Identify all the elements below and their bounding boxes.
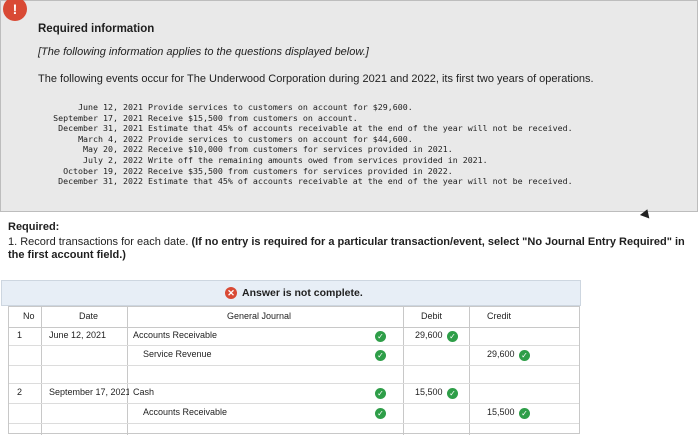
check-icon: ✓ xyxy=(375,331,386,342)
account-select[interactable]: Accounts Receivable xyxy=(143,407,228,417)
required-label: Required: xyxy=(8,221,60,233)
account-select[interactable]: Accounts Receivable xyxy=(133,330,218,340)
events-list: June 12, 2021 Provide services to custome… xyxy=(21,102,573,187)
event-item: July 2, 2022 Write off the remaining amou… xyxy=(83,154,488,165)
check-icon: ✓ xyxy=(519,408,530,419)
panel-title: Required information xyxy=(38,23,155,35)
panel-note: [The following information applies to th… xyxy=(38,46,369,58)
event-item: December 31, 2021 Estimate that 45% of ac… xyxy=(58,123,573,134)
required-information-panel: ! Required information [The following in… xyxy=(0,0,698,212)
answer-status-banner: ✕ Answer is not complete. xyxy=(1,280,581,306)
check-icon: ✓ xyxy=(447,331,458,342)
header-no: No xyxy=(23,311,35,321)
header-credit: Credit xyxy=(487,311,512,321)
check-icon: ✓ xyxy=(447,388,458,399)
event-item: September 17, 2021 Receive $15,500 from c… xyxy=(53,112,358,123)
required-instructions: 1. Record transactions for each date. (I… xyxy=(8,236,685,261)
check-icon: ✓ xyxy=(375,408,386,419)
header-date: Date xyxy=(79,311,99,321)
account-select[interactable]: Service Revenue xyxy=(143,349,212,359)
credit-input[interactable]: 29,600 xyxy=(487,349,515,359)
event-item: December 31, 2022 Estimate that 45% of ac… xyxy=(58,176,573,187)
account-select[interactable]: Cash xyxy=(133,387,155,397)
event-item: May 20, 2022 Receive $10,000 from custome… xyxy=(83,144,453,155)
header-general-journal: General Journal xyxy=(227,311,292,321)
credit-input[interactable]: 15,500 xyxy=(487,407,515,417)
event-item: October 19, 2022 Receive $35,500 from cus… xyxy=(63,165,453,176)
date-select[interactable]: September 17, 2021 xyxy=(49,387,129,397)
alert-icon: ! xyxy=(3,0,27,21)
answer-status-text: Answer is not complete. xyxy=(242,287,363,299)
table-header: No Date General Journal Debit Credit xyxy=(9,307,579,328)
header-debit: Debit xyxy=(421,311,443,321)
debit-input[interactable]: 15,500 xyxy=(415,387,443,397)
check-icon: ✓ xyxy=(375,388,386,399)
event-item: March 4, 2022 Provide services to custome… xyxy=(78,133,413,144)
check-icon: ✓ xyxy=(375,350,386,361)
panel-intro: The following events occur for The Under… xyxy=(38,73,594,85)
check-icon: ✓ xyxy=(519,350,530,361)
x-icon: ✕ xyxy=(225,287,237,299)
journal-table: No Date General Journal Debit Credit 1 J… xyxy=(8,306,580,435)
row-number: 1 xyxy=(17,330,23,340)
debit-input[interactable]: 29,600 xyxy=(415,330,443,340)
event-item: June 12, 2021 Provide services to custome… xyxy=(78,102,413,112)
row-number: 2 xyxy=(17,387,23,397)
date-select[interactable]: June 12, 2021 xyxy=(49,330,107,340)
